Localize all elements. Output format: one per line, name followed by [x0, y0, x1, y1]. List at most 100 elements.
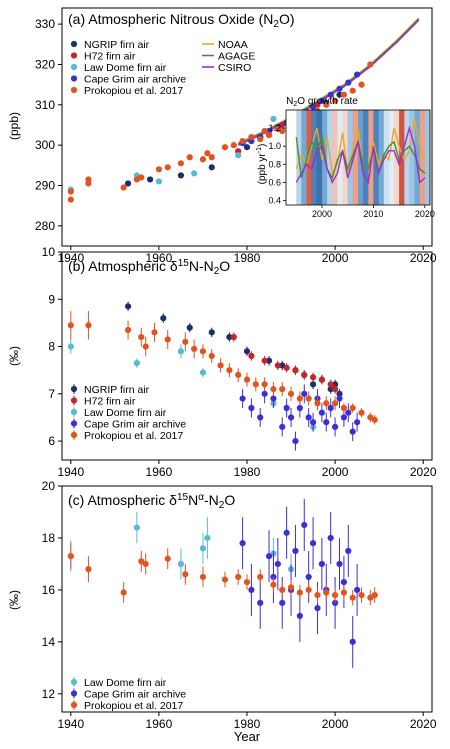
data-point-prokopiou-et-al-2017	[208, 154, 215, 161]
data-point-prokopiou-et-al-2017	[340, 589, 348, 596]
data-point-cape-grim-air-archive	[354, 586, 361, 594]
legend-label-h72-firn-air: H72 firn air	[84, 396, 136, 408]
data-point-prokopiou-et-al-2017	[177, 160, 185, 167]
data-point-prokopiou-et-al-2017	[358, 592, 365, 599]
legend-label-cape-grim-air-archive: Cape Grim air archive	[84, 689, 186, 701]
data-point-h72-firn-air	[248, 352, 255, 360]
legend-label-prokopiou-et-al-2017: Prokopiou et al. 2017	[84, 85, 183, 97]
data-point-prokopiou-et-al-2017	[252, 381, 259, 388]
data-point-prokopiou-et-al-2017	[199, 348, 207, 355]
data-point-cape-grim-air-archive	[336, 560, 343, 568]
data-point-h72-firn-air	[283, 364, 290, 371]
inset-band	[363, 110, 369, 205]
data-point-prokopiou-et-al-2017	[239, 138, 246, 145]
data-point-prokopiou-et-al-2017	[138, 333, 145, 341]
data-point-h72-firn-air	[327, 381, 334, 388]
data-point-cape-grim-air-archive	[349, 638, 356, 645]
data-point-prokopiou-et-al-2017	[358, 81, 365, 88]
panel-c-ytick-label: 18	[42, 531, 56, 545]
inset-line-agage	[295, 134, 426, 180]
data-point-prokopiou-et-al-2017	[85, 322, 92, 329]
data-point-cape-grim-air-archive	[314, 604, 321, 612]
data-point-prokopiou-et-al-2017	[67, 196, 74, 203]
data-point-prokopiou-et-al-2017	[349, 404, 356, 412]
data-point-cape-grim-air-archive	[336, 85, 343, 92]
data-point-prokopiou-et-al-2017	[270, 385, 277, 393]
data-point-prokopiou-et-al-2017	[349, 594, 356, 601]
data-point-prokopiou-et-al-2017	[340, 91, 348, 98]
legend-label-csiro: CSIRO	[218, 62, 251, 74]
legend-label-cape-grim-air-archive: Cape Grim air archive	[84, 419, 186, 431]
legend-label-agage: AGAGE	[218, 51, 255, 63]
data-point-cape-grim-air-archive	[345, 547, 352, 555]
panel-b-ytick-label: 7	[48, 387, 55, 401]
data-point-prokopiou-et-al-2017	[182, 338, 189, 345]
data-point-prokopiou-et-al-2017	[230, 142, 237, 149]
data-point-prokopiou-et-al-2017	[371, 416, 378, 423]
legend-marker-h72-firn-air	[70, 397, 78, 404]
legend-marker-law-dome-firn-air	[70, 408, 78, 416]
data-point-prokopiou-et-al-2017	[261, 127, 268, 135]
data-point-prokopiou-et-al-2017	[279, 385, 286, 393]
data-point-prokopiou-et-al-2017	[305, 395, 312, 402]
panel-a-ytick-label: 310	[35, 98, 55, 112]
panel-a-xtick-label: 2000	[322, 251, 349, 265]
inset-band	[424, 110, 431, 205]
data-point-ngrip-firn-air	[336, 91, 343, 98]
panel-b-y-axis: 6 7 8 9 10	[42, 245, 62, 448]
data-point-law-dome-firn-air	[67, 343, 74, 350]
data-point-cape-grim-air-archive	[354, 71, 361, 78]
data-point-prokopiou-et-al-2017	[235, 371, 242, 379]
data-point-prokopiou-et-al-2017	[340, 404, 348, 412]
inset-band	[404, 110, 410, 205]
inset-band	[409, 110, 415, 205]
panel-b-ytick-label: 8	[48, 340, 55, 354]
legend-label-law-dome-firn-air: Law Dome firn air	[84, 407, 167, 419]
data-point-prokopiou-et-al-2017	[287, 390, 295, 397]
data-point-cape-grim-air-archive	[345, 409, 352, 416]
panel-b-ytick-label: 10	[42, 245, 56, 259]
legend-marker-cape-grim-air-archive	[70, 420, 78, 427]
inset-line-noaa	[295, 118, 426, 176]
data-point-h72-firn-air	[318, 376, 325, 383]
data-point-cape-grim-air-archive	[340, 579, 348, 586]
inset-x-axis: 2000 2010 2020	[312, 205, 435, 219]
data-point-h72-firn-air	[274, 362, 281, 369]
panel-c-delta15n-alpha: (c) Atmospheric δ15Nα-N2O (‰) 12 14 16 18 20…	[7, 479, 437, 731]
data-point-ngrip-firn-air	[309, 381, 317, 388]
legend-marker-h72-firn-air	[70, 52, 78, 59]
panel-a-ytick-label: 280	[35, 219, 55, 233]
data-point-h72-firn-air	[331, 385, 339, 393]
legend-label-prokopiou-et-al-2017: Prokopiou et al. 2017	[84, 430, 183, 442]
data-point-prokopiou-et-al-2017	[191, 345, 198, 353]
data-point-prokopiou-et-al-2017	[67, 322, 74, 329]
data-point-prokopiou-et-al-2017	[85, 566, 92, 573]
data-point-prokopiou-et-al-2017	[67, 553, 74, 560]
legend-label-prokopiou-et-al-2017: Prokopiou et al. 2017	[84, 700, 183, 712]
data-point-cape-grim-air-archive	[309, 419, 317, 426]
panel-a-title: (a) Atmospheric Nitrous Oxide (N2O)	[68, 11, 295, 30]
inset-xtick-label: 2020	[415, 209, 435, 219]
data-point-prokopiou-et-al-2017	[204, 150, 211, 157]
data-point-h72-firn-air	[301, 371, 308, 379]
panel-b-x-axis: 1940 1960 1980 2000 2020	[57, 460, 437, 479]
data-point-cape-grim-air-archive	[327, 534, 334, 542]
data-point-prokopiou-et-al-2017	[331, 400, 339, 407]
panel-c-xtick-label: 2000	[322, 717, 349, 731]
data-point-ngrip-firn-air	[124, 180, 132, 187]
data-point-prokopiou-et-al-2017	[85, 176, 92, 183]
data-point-cape-grim-air-archive	[239, 395, 246, 402]
legend-marker-law-dome-firn-air	[70, 63, 78, 71]
data-point-cape-grim-air-archive	[331, 423, 339, 431]
inset-title: N2O growth rate	[286, 96, 358, 108]
inset-band	[378, 110, 385, 205]
data-point-prokopiou-et-al-2017	[287, 584, 295, 591]
data-point-prokopiou-et-al-2017	[323, 400, 330, 407]
data-point-ngrip-firn-air	[243, 348, 251, 355]
data-point-prokopiou-et-al-2017	[199, 156, 207, 163]
panel-c-ytick-label: 20	[42, 479, 56, 493]
inset-band	[337, 110, 343, 205]
inset-band	[419, 110, 426, 205]
panel-c-points	[67, 498, 378, 668]
